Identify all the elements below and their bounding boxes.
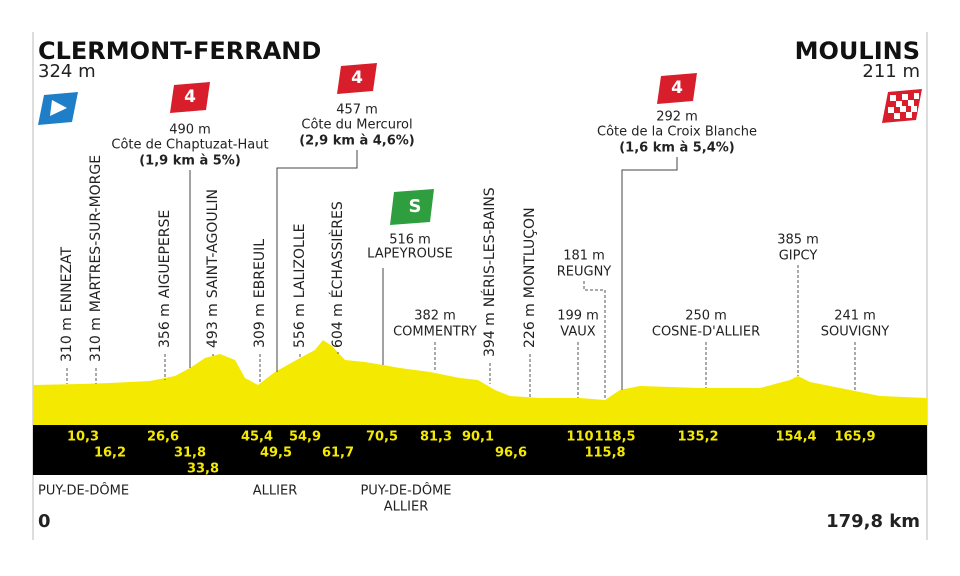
km-marker: 54,9 xyxy=(289,430,321,445)
km-marker: 16,2 xyxy=(94,446,126,461)
waypoint-elevation: 310 m xyxy=(59,317,75,362)
km-marker: 165,9 xyxy=(834,430,875,445)
climb-elevation: 490 m xyxy=(169,123,211,138)
start-elevation: 324 m xyxy=(38,61,96,82)
waypoint-label: 493 m SAINT-AGOULIN xyxy=(205,189,221,348)
km-marker: 154,4 xyxy=(775,430,816,445)
waypoint-label: 310 m MARTRES-SUR-MORGE xyxy=(88,155,104,362)
waypoint-name: COSNE-D'ALLIER xyxy=(652,325,760,340)
climb-icon xyxy=(170,82,210,113)
km-marker: 110 xyxy=(566,430,593,445)
waypoint-label: 604 m ÉCHASSIÈRES xyxy=(329,201,346,348)
waypoint-label: 226 m MONTLUÇON xyxy=(522,207,538,348)
finish-flag xyxy=(882,89,922,123)
climb-name: Côte du Mercurol xyxy=(301,118,412,133)
waypoint-elevation: 250 m xyxy=(685,309,727,324)
waypoint-name: SAINT-AGOULIN xyxy=(205,189,221,298)
km-marker: 26,6 xyxy=(147,430,179,445)
region: PUY-DE-DÔME xyxy=(360,483,451,499)
start-flag xyxy=(38,92,78,125)
waypoint-name: REUGNY xyxy=(557,265,612,280)
finish-name: MOULINS xyxy=(795,37,920,65)
sprint-icon xyxy=(390,189,434,225)
waypoint-elevation: 181 m xyxy=(563,249,605,264)
region: ALLIER xyxy=(253,484,297,499)
km-marker: 118,5 xyxy=(594,430,635,445)
waypoint-name: NÉRIS-LES-BAINS xyxy=(481,187,498,307)
waypoint-name: AIGUEPERSE xyxy=(157,210,173,298)
waypoint-elevation: 385 m xyxy=(777,233,819,248)
waypoint-name: SOUVIGNY xyxy=(821,325,890,340)
waypoint-elevation: 604 m xyxy=(330,303,346,348)
leader-line xyxy=(583,281,606,400)
km-marker: 31,8 xyxy=(174,446,206,461)
waypoint-elevation: 309 m xyxy=(252,303,268,348)
km-marker: 90,1 xyxy=(462,430,494,445)
km-band xyxy=(33,425,927,475)
km-marker: 33,8 xyxy=(187,462,219,477)
climb-details: (1,9 km à 5%) xyxy=(139,154,241,169)
climb-details: (1,6 km à 5,4%) xyxy=(619,141,735,156)
waypoint-elevation: 226 m xyxy=(522,303,538,348)
km-marker: 70,5 xyxy=(366,430,398,445)
km-marker: 81,3 xyxy=(420,430,452,445)
km-marker: 115,8 xyxy=(584,446,625,461)
climb-name: Côte de la Croix Blanche xyxy=(597,125,757,140)
waypoint-name: ENNEZAT xyxy=(59,246,75,312)
region: PUY-DE-DÔME xyxy=(38,483,129,499)
waypoint-label: 356 m AIGUEPERSE xyxy=(157,210,173,348)
km-marker: 45,4 xyxy=(241,430,273,445)
waypoint-name: LALIZOLLE xyxy=(292,224,308,299)
waypoint-name: MARTRES-SUR-MORGE xyxy=(88,155,104,312)
waypoint-elevation: 199 m xyxy=(557,309,599,324)
climb-category: 4 xyxy=(351,68,363,88)
waypoint-label: 556 m LALIZOLLE xyxy=(292,224,308,349)
waypoint-name: EBREUIL xyxy=(252,239,268,298)
waypoint-name: COMMENTRY xyxy=(393,325,477,340)
distance-start: 0 xyxy=(38,511,51,532)
waypoint-elevation: 382 m xyxy=(414,309,456,324)
waypoint-label: 310 m ENNEZAT xyxy=(59,246,75,362)
climb-icon xyxy=(337,63,377,94)
waypoint-name: ÉCHASSIÈRES xyxy=(329,201,346,298)
climb-elevation: 457 m xyxy=(336,103,378,118)
km-marker: 61,7 xyxy=(322,446,354,461)
waypoint-label: 309 m EBREUIL xyxy=(252,239,268,348)
km-marker: 96,6 xyxy=(495,446,527,461)
climb-category: 4 xyxy=(184,87,196,107)
climb-details: (2,9 km à 4,6%) xyxy=(299,134,415,149)
region: ALLIER xyxy=(384,500,428,515)
waypoint-label: 394 m NÉRIS-LES-BAINS xyxy=(481,187,498,357)
waypoint-elevation: 241 m xyxy=(834,309,876,324)
sprint-name: LAPEYROUSE xyxy=(367,247,453,262)
sprint-icon-label: S xyxy=(409,196,422,217)
waypoint-elevation: 493 m xyxy=(205,303,221,348)
km-marker: 49,5 xyxy=(260,446,292,461)
distance-end: 179,8 km xyxy=(826,511,920,532)
waypoint-name: VAUX xyxy=(560,325,595,340)
waypoint-elevation: 394 m xyxy=(482,312,498,357)
start-name: CLERMONT-FERRAND xyxy=(38,37,321,65)
sprint-elevation: 516 m xyxy=(389,233,431,248)
elevation-profile xyxy=(33,340,927,425)
climb-category: 4 xyxy=(671,78,683,98)
climb-icon xyxy=(657,73,697,104)
waypoint-elevation: 356 m xyxy=(157,303,173,348)
climb-elevation: 292 m xyxy=(656,110,698,125)
waypoint-elevation: 556 m xyxy=(292,303,308,348)
climb-line xyxy=(276,150,358,372)
waypoint-elevation: 310 m xyxy=(88,317,104,362)
climb-line xyxy=(621,157,678,390)
waypoint-name: MONTLUÇON xyxy=(522,207,538,298)
climb-name: Côte de Chaptuzat-Haut xyxy=(111,138,268,153)
finish-elevation: 211 m xyxy=(862,61,920,82)
km-marker: 10,3 xyxy=(67,430,99,445)
waypoint-name: GIPCY xyxy=(779,249,818,264)
km-marker: 135,2 xyxy=(677,430,718,445)
